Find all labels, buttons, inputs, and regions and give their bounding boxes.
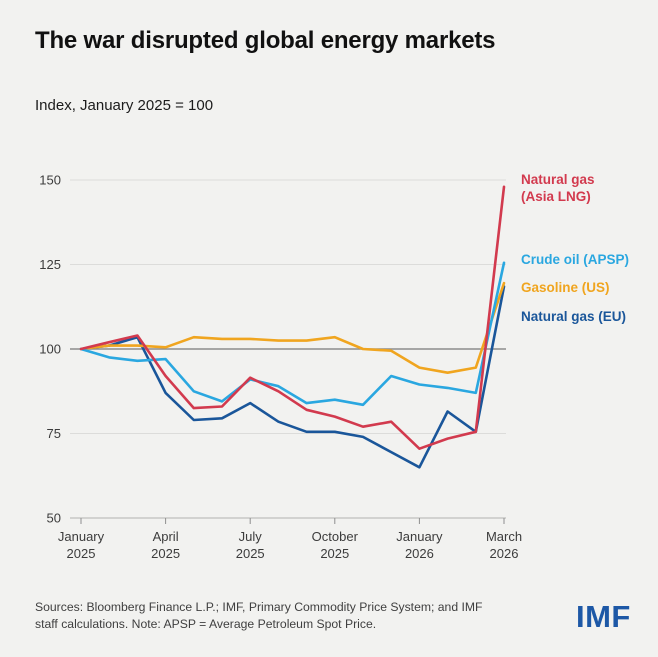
source-note-line1: Sources: Bloomberg Finance L.P.; IMF, Pr…: [35, 600, 483, 614]
series-line-crude-oil-apsp: [79, 261, 506, 407]
x-axis-label-2: July 2025: [236, 529, 265, 561]
legend-natural-gas-eu: Natural gas (EU): [521, 309, 627, 324]
legend-natural-gas-asia-lng: Natural gas (Asia LNG): [521, 172, 595, 204]
y-axis-label-75: 75: [47, 426, 61, 441]
series-line-natural-gas-eu: [79, 285, 506, 469]
imf-logo: IMF: [576, 599, 631, 634]
x-axis-label-3: October 2025: [312, 529, 359, 561]
y-axis-label-150: 150: [39, 173, 61, 188]
chart-subtitle: Index, January 2025 = 100: [35, 97, 214, 114]
y-axis-label-50: 50: [47, 511, 61, 526]
y-axis-label-125: 125: [39, 257, 61, 272]
series-line-natural-gas-asia-lng: [79, 185, 506, 451]
legend-crude-oil-apsp: Crude oil (APSP): [521, 252, 630, 267]
source-note-line2: staff calculations. Note: APSP = Average…: [35, 616, 377, 631]
series-line-gasoline-us: [79, 281, 506, 375]
y-axis-label-100: 100: [39, 342, 61, 357]
x-axis-label-0: January 2025: [58, 529, 105, 561]
chart-title: The war disrupted global energy markets: [35, 27, 496, 54]
x-axis-label-4: January 2026: [396, 529, 443, 561]
x-axis-label-1: April 2025: [151, 529, 180, 561]
legend-gasoline-us: Gasoline (US): [521, 280, 610, 295]
source-note: Sources: Bloomberg Finance L.P.; IMF, Pr…: [35, 599, 580, 632]
x-axis-label-5: March 2026: [486, 529, 522, 561]
